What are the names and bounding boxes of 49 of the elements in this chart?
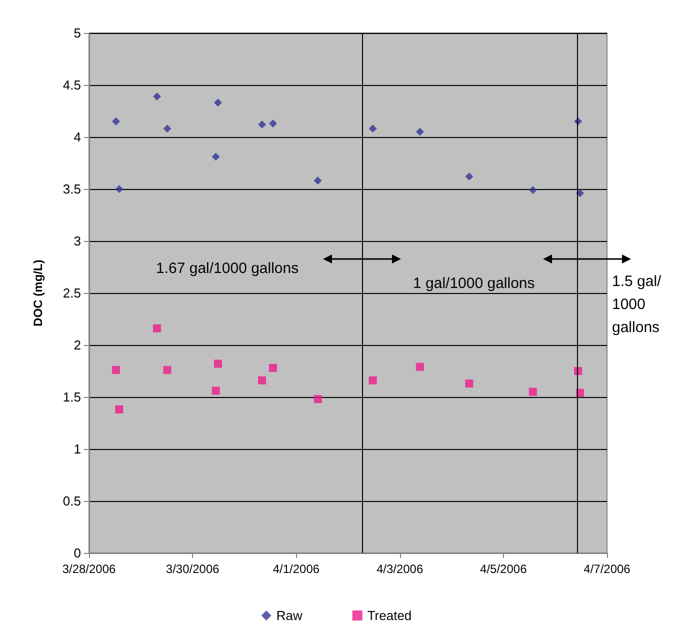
point (314, 176, 322, 185)
point (528, 388, 537, 396)
point (528, 186, 537, 194)
annotation: 1.67 gal/1000 gallons (156, 260, 299, 277)
point (314, 395, 322, 404)
point (112, 366, 120, 374)
text: 1.5 gal/ 1000 gallons (612, 273, 662, 336)
x-tick-label: 3/28/2006 (62, 562, 116, 576)
point (258, 376, 266, 384)
point (152, 92, 161, 100)
y-tick-label: 1.5 (62, 390, 81, 404)
y-tick-label: 2.5 (62, 286, 81, 300)
point (269, 364, 277, 372)
x-tick-label: 3/30/2006 (166, 562, 220, 576)
point (112, 117, 120, 126)
x-tick-label: 4/1/2006 (272, 562, 320, 576)
point (465, 379, 474, 388)
y-tick-label: 4.5 (62, 78, 81, 92)
point (368, 124, 377, 133)
x-tick-label: 4/7/2006 (584, 562, 631, 576)
point (416, 362, 424, 371)
y-tick-label: 1 (74, 442, 81, 456)
point (416, 128, 424, 136)
point (214, 98, 222, 107)
annotation: 1 gal/1000 gallons (413, 275, 535, 292)
y-tick-label: 3.5 (62, 182, 81, 196)
legend-label: Raw (276, 608, 303, 623)
x-tick-label: 4/5/2006 (480, 562, 528, 576)
legend-label: Treated (367, 608, 412, 623)
point (115, 185, 124, 193)
point (163, 124, 172, 133)
point (152, 324, 161, 332)
y-tick-label: 0.5 (62, 494, 81, 508)
point (368, 376, 377, 384)
y-tick-label: 5 (74, 26, 81, 40)
y-tick-label: 0 (74, 546, 81, 560)
point (214, 360, 222, 368)
y-tick-label: 3 (74, 234, 81, 248)
x-tick-label: 4/3/2006 (376, 562, 424, 576)
point (163, 366, 172, 374)
y-tick-label: 4 (74, 130, 81, 144)
point (212, 152, 220, 161)
point (269, 119, 277, 128)
point (212, 386, 220, 395)
point (115, 405, 124, 414)
point (258, 120, 266, 129)
y-tick-label: 2 (74, 338, 81, 352)
y-axis-title: DOC (mg/L) (31, 260, 45, 326)
point (465, 172, 474, 181)
